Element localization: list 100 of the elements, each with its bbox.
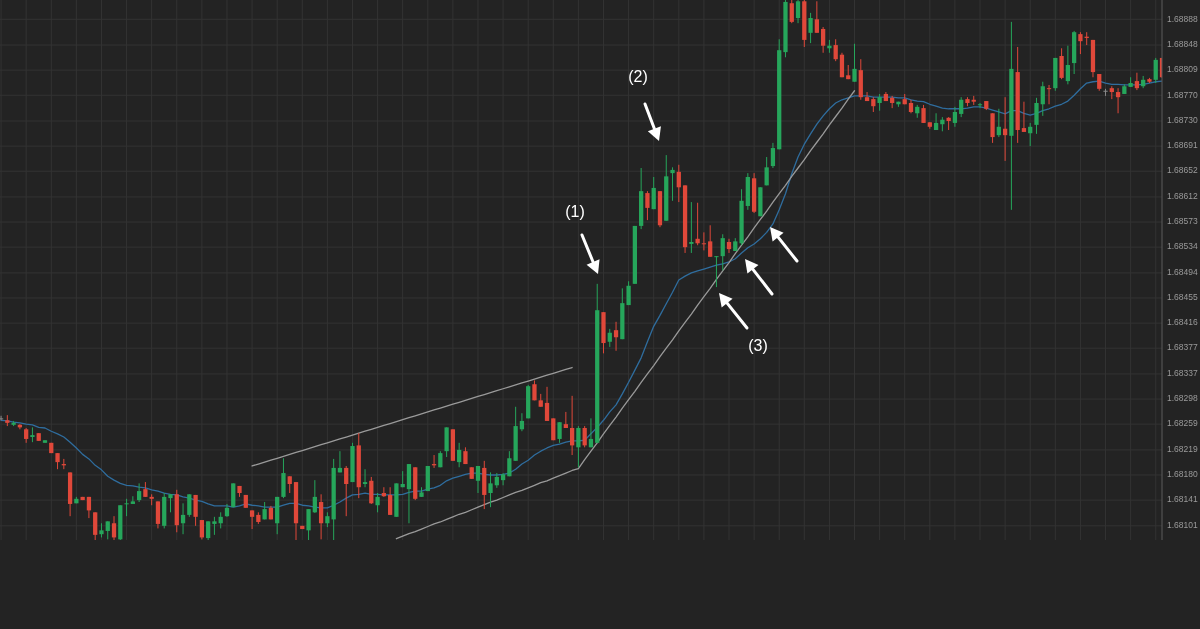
candlestick xyxy=(375,492,380,513)
y-tick-label: 1.68298 xyxy=(1167,393,1198,404)
candlestick xyxy=(607,328,612,348)
line-series xyxy=(251,366,573,467)
candlestick xyxy=(444,426,449,458)
annotation: (3) xyxy=(748,337,768,355)
y-tick-label: 1.68573 xyxy=(1167,216,1198,227)
candlestick xyxy=(1034,97,1039,135)
candlestick xyxy=(720,233,725,271)
line-series xyxy=(395,90,856,540)
candlestick xyxy=(695,202,700,246)
y-tick-label: 1.68534 xyxy=(1167,241,1198,252)
candlestick xyxy=(708,224,713,258)
candlestick xyxy=(105,520,110,540)
y-tick-label: 1.68612 xyxy=(1167,191,1198,202)
candlestick xyxy=(569,395,575,456)
y-tick-label: 1.68494 xyxy=(1167,267,1198,278)
y-tick-label: 1.68377 xyxy=(1167,342,1198,353)
candlestick xyxy=(670,166,675,202)
candlestick xyxy=(814,0,819,34)
candlestick xyxy=(124,498,129,517)
y-tick-label: 1.68770 xyxy=(1167,89,1198,100)
candlestick xyxy=(676,164,681,203)
candlestick xyxy=(645,190,650,221)
candlestick xyxy=(312,479,317,514)
candlestick xyxy=(808,12,813,44)
candlestick xyxy=(839,52,845,78)
candlestick xyxy=(0,415,4,421)
candlestick xyxy=(933,112,939,131)
y-tick-label: 1.68809 xyxy=(1167,64,1198,75)
y-tick-label: 1.68337 xyxy=(1167,368,1198,379)
candlestick xyxy=(136,482,142,503)
y-tick-label: 1.68141 xyxy=(1167,494,1198,505)
y-tick-label: 1.68455 xyxy=(1167,292,1198,303)
y-tick-label: 1.68219 xyxy=(1167,444,1198,455)
candlestick xyxy=(306,508,311,540)
y-tick-label: 1.68888 xyxy=(1167,13,1198,24)
candlestick xyxy=(1040,81,1045,117)
candlestick xyxy=(457,442,462,468)
candlestick xyxy=(726,238,732,254)
candlestick xyxy=(852,43,857,83)
y-tick-label: 1.68101 xyxy=(1167,520,1198,531)
y-tick-label: 1.68848 xyxy=(1167,39,1198,50)
candlestick xyxy=(764,156,769,186)
y-tick-label: 1.68652 xyxy=(1167,165,1198,176)
candlestick xyxy=(1134,72,1140,91)
candlestick xyxy=(507,450,512,477)
y-tick-label: 1.68180 xyxy=(1167,469,1198,480)
candlestick xyxy=(318,493,324,540)
candlestick xyxy=(701,231,707,251)
candlestick xyxy=(576,425,581,468)
candlestick xyxy=(651,176,656,210)
candlestick xyxy=(833,38,838,62)
candlestick xyxy=(770,142,776,169)
candlestick xyxy=(1065,45,1071,85)
candlestick xyxy=(789,0,794,24)
candlestick xyxy=(1021,101,1027,133)
candlestick xyxy=(959,96,964,118)
y-tick-label: 1.68416 xyxy=(1167,317,1198,328)
candlestick xyxy=(500,472,506,486)
y-tick-label: 1.68730 xyxy=(1167,115,1198,126)
candlestick xyxy=(344,465,349,517)
candlestick xyxy=(689,201,694,254)
candlestick xyxy=(168,493,173,513)
annotation: (2) xyxy=(628,68,648,86)
candlestick xyxy=(369,476,374,505)
candlestick xyxy=(613,321,619,352)
candlestick xyxy=(952,106,958,128)
candlestick xyxy=(977,102,983,109)
candlestick xyxy=(1153,57,1158,84)
candlestick xyxy=(990,112,995,144)
candlestick xyxy=(199,519,205,540)
candlestick xyxy=(795,0,801,24)
candlestick xyxy=(249,509,255,530)
candlestick xyxy=(362,468,368,488)
annotation: (1) xyxy=(565,203,585,221)
candlestick xyxy=(488,471,493,508)
y-tick-label: 1.68259 xyxy=(1167,418,1198,429)
candlestick xyxy=(921,104,926,124)
candlestick xyxy=(212,516,217,536)
candlestick xyxy=(544,386,550,422)
candlestick xyxy=(557,421,562,444)
candlestick xyxy=(821,26,826,54)
candlestick xyxy=(281,457,286,499)
candlestick xyxy=(714,255,719,288)
candlestick xyxy=(1115,87,1121,114)
candlestick xyxy=(187,493,192,518)
candlestick xyxy=(582,425,587,448)
candlestick xyxy=(111,515,117,540)
candlestick xyxy=(864,91,870,102)
candlestick xyxy=(193,494,198,527)
candlestick xyxy=(1078,31,1083,55)
candlestick xyxy=(1046,84,1052,105)
candlestick xyxy=(93,511,98,540)
candlestick xyxy=(155,500,161,529)
candlestick xyxy=(1059,47,1064,80)
candlestick xyxy=(206,520,211,540)
candlestick xyxy=(388,486,393,516)
candlestick xyxy=(475,465,481,494)
y-tick-label: 1.68691 xyxy=(1167,140,1198,151)
